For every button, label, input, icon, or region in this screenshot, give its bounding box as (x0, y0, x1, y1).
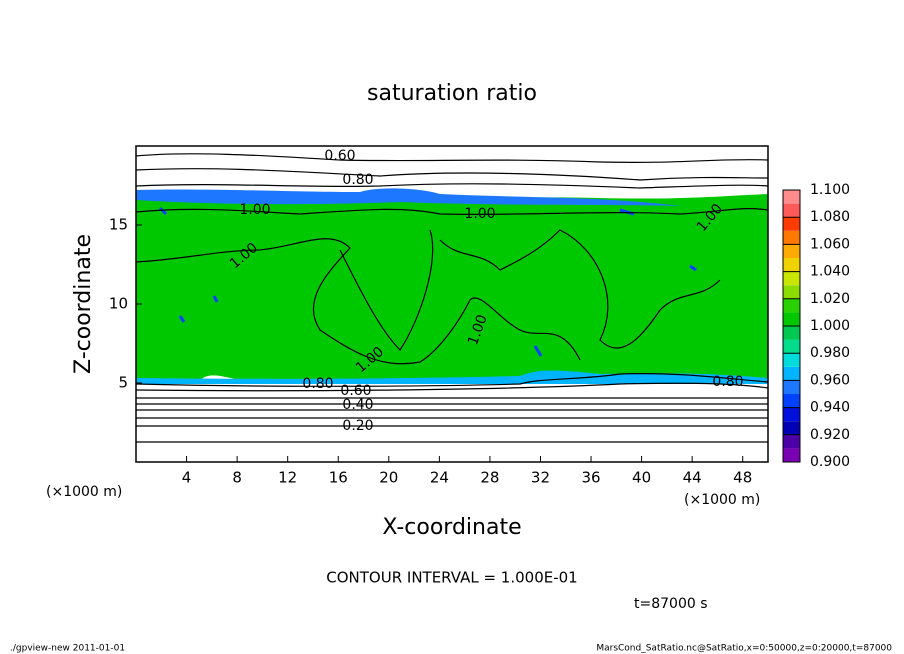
colorbar-cell (783, 244, 800, 258)
shade-blue-bottom (136, 370, 768, 384)
colorbar-cell (783, 217, 800, 231)
colorbar-cell (783, 339, 800, 354)
colorbar-tick-label: 0.960 (810, 372, 850, 388)
contour-interval: CONTOUR INTERVAL = 1.000E-01 (326, 569, 577, 587)
contour-label: 0.80 (342, 172, 373, 188)
x-tick-label: 24 (430, 469, 449, 487)
x-tick-label: 32 (531, 469, 550, 487)
x-axis-label: X-coordinate (382, 515, 521, 540)
colorbar-cell (783, 407, 800, 422)
x-tick-label: 16 (329, 469, 348, 487)
colorbar-tick-label: 1.000 (810, 318, 850, 334)
colorbar-cell (783, 285, 800, 299)
colorbar-cell (783, 394, 800, 408)
colorbar-tick-label: 1.080 (810, 209, 850, 225)
contour-line (135, 382, 769, 392)
x-axis-unit: (×1000 m) (684, 492, 760, 508)
contour-label: 0.20 (342, 418, 373, 434)
shade-green (136, 193, 768, 382)
x-tick-label: 12 (278, 469, 297, 487)
colorbar-cell (783, 203, 800, 218)
colorbar-tick-label: 0.920 (810, 427, 850, 443)
contour-line (135, 153, 769, 164)
colorbar-cell (783, 353, 800, 367)
contour-field: 0.600.801.00 1.00 1.001.001.001.000.80 0.60… (135, 148, 769, 443)
colorbar-cell (783, 448, 800, 462)
colorbar-cell (783, 190, 800, 204)
x-tick-label: 40 (632, 469, 651, 487)
colorbar-cell (783, 271, 800, 286)
x-tick-label: 8 (232, 469, 242, 487)
y-axis-unit: (×1000 m) (46, 484, 122, 500)
chart-title: saturation ratio (367, 81, 537, 106)
contour-label: 0.80 (302, 376, 333, 392)
colorbar-tick-label: 0.900 (810, 454, 850, 470)
y-tick-label: 10 (109, 295, 128, 313)
contour-line (135, 238, 581, 365)
contour-label: 1.00 (464, 206, 495, 222)
contour-label: 0.60 (340, 383, 371, 399)
contour-label: 0.40 (342, 397, 373, 413)
contour-line (339, 229, 434, 351)
x-tick-label: 36 (581, 469, 600, 487)
contour-label: 0.80 (712, 374, 743, 390)
contour-label: 1.00 (239, 202, 270, 218)
contour-line (439, 229, 721, 349)
colorbar-cell (783, 434, 800, 449)
colorbar-cell (783, 230, 800, 245)
colorbar-cell (783, 366, 800, 381)
contour-line (135, 373, 769, 387)
shade-spot (158, 206, 697, 357)
contour-line (135, 183, 769, 189)
y-tick-label: 5 (118, 374, 128, 392)
x-tick-label: 48 (733, 469, 752, 487)
colorbar-tick-label: 0.980 (810, 345, 850, 361)
contour-label: 0.60 (324, 148, 355, 164)
x-tick-label: 4 (182, 469, 192, 487)
colorbar-tick-label: 1.060 (810, 236, 850, 252)
y-axis-label: Z-coordinate (71, 234, 96, 374)
x-tick-label: 28 (480, 469, 499, 487)
contour-line (135, 208, 769, 216)
colorbar-tick-label: 1.100 (810, 182, 850, 198)
footer-right: MarsCond_SatRatio.nc@SatRatio,x=0:50000,… (596, 644, 892, 654)
colorbar-cell (783, 421, 800, 435)
colorbar-cell (783, 380, 800, 394)
x-tick-label: 20 (379, 469, 398, 487)
colorbar-tick-label: 1.020 (810, 291, 850, 307)
colorbar-cell (783, 312, 800, 326)
time-label: t=87000 s (634, 596, 708, 612)
colorbar-cell (783, 258, 800, 272)
colorbar-tick-label: 0.940 (810, 400, 850, 416)
shade-blue-top (136, 188, 680, 206)
colorbar-cell (783, 298, 800, 313)
colorbar-tick-label: 1.040 (810, 264, 850, 280)
footer-left: ./gpview-new 2011-01-01 (10, 644, 125, 654)
x-tick-label: 44 (683, 469, 702, 487)
y-tick-label: 15 (109, 216, 128, 234)
contour-line (135, 168, 769, 181)
colorbar-cell (783, 326, 800, 340)
